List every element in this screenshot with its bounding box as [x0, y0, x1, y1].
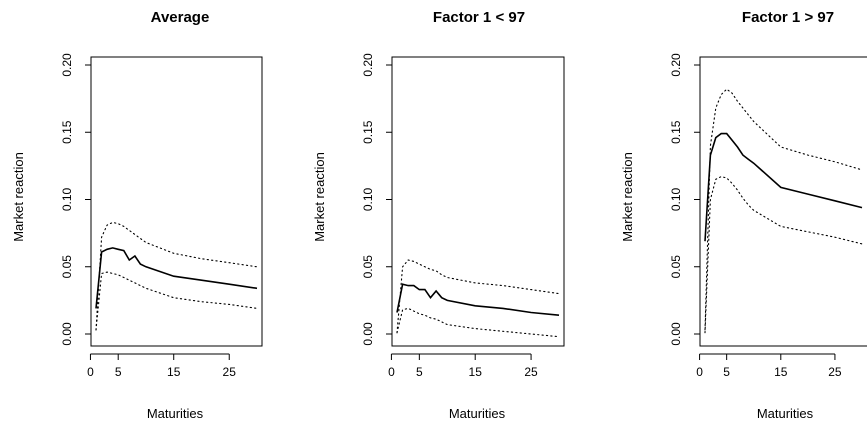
series-line-band [95, 271, 258, 331]
x-tick-label: 5 [723, 365, 730, 379]
plot-frame [699, 56, 867, 347]
y-tick-label: 0.15 [361, 120, 375, 144]
y-axis-label: Market reaction [312, 152, 327, 242]
series-line-band [95, 221, 258, 331]
y-tick-label: 0.15 [60, 120, 74, 144]
y-tick-label: 0.10 [60, 187, 74, 211]
x-tick-label: 25 [828, 365, 842, 379]
x-tick-label: 15 [469, 365, 483, 379]
series-line-band [704, 88, 863, 331]
y-tick-label: 0.05 [60, 255, 74, 279]
chart-panel-factor1-above-97: Factor 1 > 97 Market reaction Maturities… [620, 9, 867, 421]
y-tick-label: 0.00 [361, 322, 375, 346]
series-line-band [396, 259, 560, 334]
x-tick-label: 5 [416, 365, 423, 379]
y-tick-label: 0.20 [361, 53, 375, 77]
series-line-band [704, 176, 863, 334]
x-tick-label: 25 [223, 365, 237, 379]
y-tick-label: 0.05 [669, 255, 683, 279]
plot-frame [391, 56, 565, 347]
plot-frame [90, 56, 263, 347]
x-axis-label: Maturities [147, 406, 204, 421]
x-axis-label: Maturities [757, 406, 814, 421]
x-tick-label: 5 [115, 365, 122, 379]
series-line-estimate [95, 247, 258, 309]
x-axis-label: Maturities [449, 406, 506, 421]
chart-panel-factor1-below-97: Factor 1 < 97 Market reaction Maturities… [312, 9, 565, 421]
chart-title: Average [151, 9, 210, 26]
x-tick-label: 25 [524, 365, 538, 379]
chart-title: Factor 1 < 97 [433, 9, 525, 26]
y-tick-label: 0.20 [669, 53, 683, 77]
y-tick-label: 0.00 [669, 322, 683, 346]
x-tick-label: 15 [774, 365, 788, 379]
x-tick-label: 0 [696, 365, 703, 379]
x-tick-label: 0 [388, 365, 395, 379]
series-line-band [396, 307, 560, 338]
y-tick-label: 0.10 [361, 187, 375, 211]
chart-title: Factor 1 > 97 [742, 9, 834, 26]
y-tick-label: 0.00 [60, 322, 74, 346]
series-line-estimate [396, 283, 560, 316]
y-tick-label: 0.05 [361, 255, 375, 279]
y-tick-label: 0.20 [60, 53, 74, 77]
x-tick-label: 15 [167, 365, 181, 379]
y-tick-label: 0.10 [669, 187, 683, 211]
y-axis-label: Market reaction [620, 152, 635, 242]
chart-panel-average: Average Market reaction Maturities 0.00 0… [11, 9, 263, 421]
series-line-estimate [704, 132, 863, 242]
y-tick-label: 0.15 [669, 120, 683, 144]
x-tick-label: 0 [87, 365, 94, 379]
y-axis-label: Market reaction [11, 152, 26, 242]
